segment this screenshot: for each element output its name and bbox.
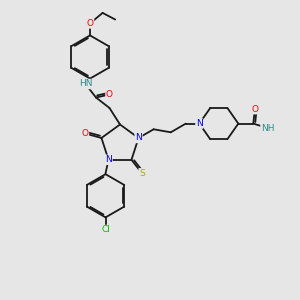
Text: S: S bbox=[139, 169, 145, 178]
Text: O: O bbox=[251, 105, 258, 114]
Text: O: O bbox=[86, 19, 94, 28]
Text: NH: NH bbox=[261, 124, 274, 133]
Text: N: N bbox=[196, 119, 203, 128]
Text: N: N bbox=[105, 155, 112, 164]
Text: N: N bbox=[135, 134, 142, 142]
Text: O: O bbox=[82, 129, 88, 138]
Text: HN: HN bbox=[79, 80, 92, 88]
Text: O: O bbox=[106, 90, 113, 99]
Text: Cl: Cl bbox=[101, 226, 110, 235]
